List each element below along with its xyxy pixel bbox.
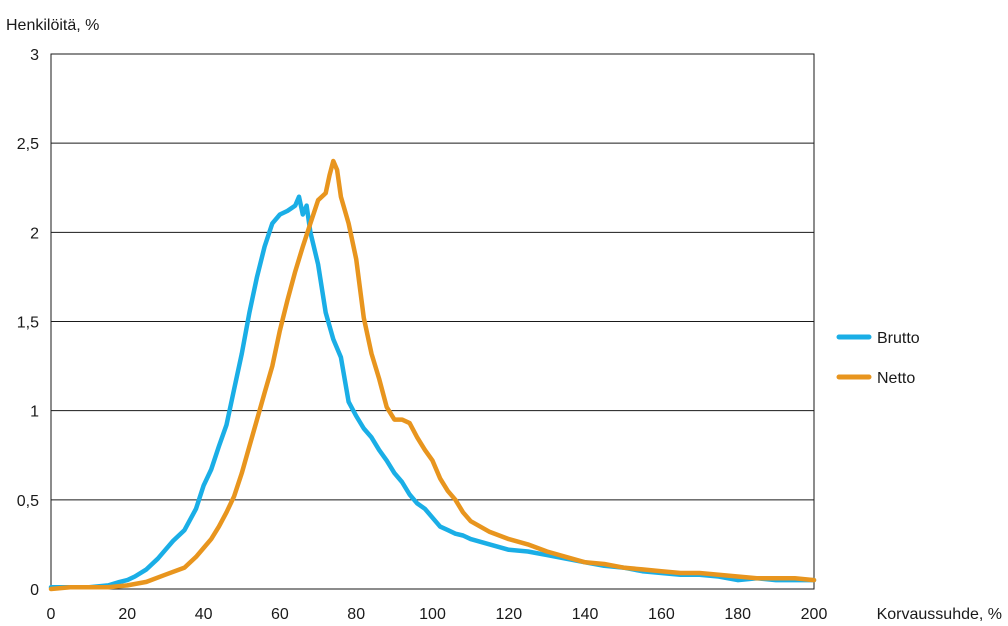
x-tick-label: 140 xyxy=(572,606,599,623)
y-axis-ticks: 0 0,5 1 1,5 2 2,5 3 xyxy=(17,47,39,599)
x-axis-title: Korvaussuhde, % xyxy=(877,606,1002,623)
x-tick-label: 160 xyxy=(648,606,675,623)
x-tick-label: 100 xyxy=(419,606,446,623)
plot-area-frame xyxy=(50,53,815,590)
y-tick-label: 2,5 xyxy=(17,136,39,153)
series-line-brutto xyxy=(48,194,817,590)
y-tick-label: 0 xyxy=(30,582,39,599)
legend-label-netto: Netto xyxy=(877,370,915,387)
y-tick-label: 1,5 xyxy=(17,315,39,332)
y-tick-label: 0,5 xyxy=(17,493,39,510)
y-tick-label: 3 xyxy=(30,47,39,64)
x-tick-label: 200 xyxy=(801,606,828,623)
y-axis-title: Henkilöitä, % xyxy=(6,17,99,34)
series-lines xyxy=(48,158,817,592)
x-axis-ticks: 0 20 40 60 80 100 120 140 160 180 200 xyxy=(47,606,828,623)
y-tick-label: 2 xyxy=(30,225,39,242)
legend-label-brutto: Brutto xyxy=(877,330,920,347)
x-tick-label: 40 xyxy=(195,606,213,623)
x-tick-label: 0 xyxy=(47,606,56,623)
x-tick-label: 20 xyxy=(118,606,136,623)
x-tick-label: 80 xyxy=(347,606,365,623)
x-tick-label: 120 xyxy=(495,606,522,623)
x-tick-label: 180 xyxy=(724,606,751,623)
legend: Brutto Netto xyxy=(836,330,920,387)
y-tick-label: 1 xyxy=(30,404,39,421)
gridlines xyxy=(51,142,814,501)
series-line-netto xyxy=(48,158,817,592)
x-tick-label: 60 xyxy=(271,606,289,623)
